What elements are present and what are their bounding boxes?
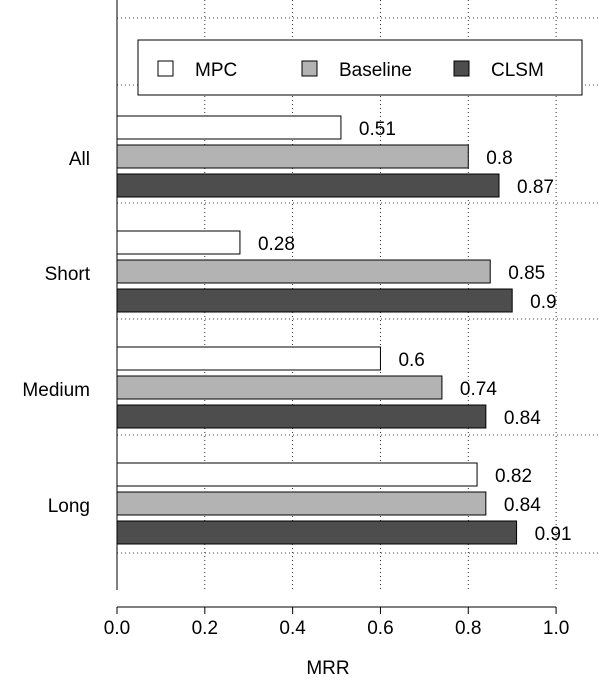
- x-axis: 0.0 0.2 0.4 0.6 0.8 1.0: [104, 606, 569, 639]
- x-tick-label-1: 0.2: [192, 618, 218, 639]
- value-label-baseline-short: 0.85: [508, 263, 545, 284]
- bar-baseline-long: [116, 491, 487, 516]
- x-tick-label-3: 0.6: [367, 618, 393, 639]
- category-labels: All Short Medium Long: [22, 149, 90, 517]
- value-label-clsm-all: 0.87: [517, 177, 554, 198]
- value-label-mpc-long: 0.82: [495, 466, 532, 487]
- bar-clsm-all: [116, 173, 500, 198]
- bar-mpc-short: [116, 230, 241, 255]
- bar-clsm-short: [116, 288, 513, 313]
- category-label-long: Long: [48, 496, 90, 517]
- legend-label-mpc: MPC: [195, 60, 237, 81]
- legend-box: [137, 39, 583, 96]
- value-labels: 0.51 0.28 0.6 0.82 0.8 0.85 0.74 0.84 0.87 0.9 0.8…: [258, 119, 572, 545]
- value-label-mpc-short: 0.28: [258, 234, 295, 255]
- bar-mpc-medium: [116, 346, 381, 371]
- value-label-baseline-medium: 0.74: [460, 379, 497, 400]
- bar-baseline-short: [116, 259, 491, 284]
- value-label-mpc-medium: 0.6: [398, 350, 424, 371]
- x-tick-label-5: 1.0: [543, 618, 569, 639]
- bar-mpc-all: [116, 115, 342, 140]
- legend-label-clsm: CLSM: [491, 60, 544, 81]
- category-label-medium: Medium: [22, 380, 90, 401]
- legend-swatch-clsm: [453, 60, 470, 77]
- value-label-mpc-all: 0.51: [359, 119, 396, 140]
- bars: [116, 115, 518, 545]
- value-label-baseline-long: 0.84: [504, 495, 541, 516]
- x-tick-label-0: 0.0: [104, 618, 130, 639]
- value-label-clsm-short: 0.9: [530, 292, 556, 313]
- bar-baseline-all: [116, 144, 469, 169]
- legend: MPC Baseline CLSM: [137, 39, 583, 96]
- category-label-short: Short: [45, 264, 91, 285]
- legend-swatch-baseline: [301, 60, 318, 77]
- bar-mpc-long: [116, 462, 478, 487]
- bar-clsm-medium: [116, 404, 487, 429]
- legend-swatch-mpc: [157, 60, 174, 77]
- x-tick-label-2: 0.4: [279, 618, 306, 639]
- value-label-clsm-long: 0.91: [535, 524, 572, 545]
- bar-clsm-long: [116, 520, 518, 545]
- bar-baseline-medium: [116, 375, 443, 400]
- x-tick-label-4: 0.8: [455, 618, 481, 639]
- x-axis-title: MRR: [306, 658, 349, 679]
- value-label-baseline-all: 0.8: [486, 148, 512, 169]
- value-label-clsm-medium: 0.84: [504, 408, 541, 429]
- category-label-all: All: [69, 149, 90, 170]
- legend-label-baseline: Baseline: [339, 60, 412, 81]
